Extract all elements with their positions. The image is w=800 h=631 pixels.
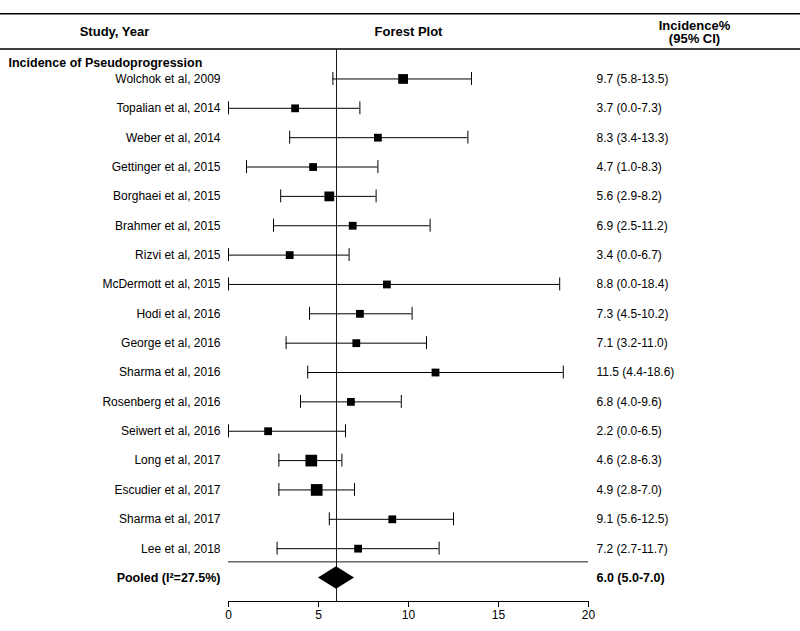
svg-text:Long et al, 2017: Long et al, 2017 <box>134 453 220 467</box>
svg-text:Rosenberg et al, 2016: Rosenberg et al, 2016 <box>102 395 220 409</box>
svg-text:Escudier et al, 2017: Escudier et al, 2017 <box>114 483 220 497</box>
svg-text:9.7 (5.8-13.5): 9.7 (5.8-13.5) <box>597 72 669 86</box>
svg-text:3.7 (0.0-7.3): 3.7 (0.0-7.3) <box>597 101 662 115</box>
svg-text:3.4 (0.0-6.7): 3.4 (0.0-6.7) <box>597 248 662 262</box>
svg-text:Seiwert et al, 2016: Seiwert et al, 2016 <box>121 424 221 438</box>
svg-text:20: 20 <box>582 608 596 622</box>
svg-text:Weber et al, 2014: Weber et al, 2014 <box>126 131 221 145</box>
svg-text:4.6 (2.8-6.3): 4.6 (2.8-6.3) <box>597 453 662 467</box>
svg-text:4.9 (2.8-7.0): 4.9 (2.8-7.0) <box>597 483 662 497</box>
svg-text:Brahmer et al, 2015: Brahmer et al, 2015 <box>115 219 221 233</box>
svg-text:Forest Plot: Forest Plot <box>375 24 444 39</box>
svg-text:8.8 (0.0-18.4): 8.8 (0.0-18.4) <box>597 277 669 291</box>
svg-text:8.3 (3.4-13.3): 8.3 (3.4-13.3) <box>597 131 669 145</box>
svg-text:6.9 (2.5-11.2): 6.9 (2.5-11.2) <box>597 219 668 233</box>
svg-text:Incidence%(95% CI): Incidence%(95% CI) <box>659 18 731 46</box>
svg-text:George et al, 2016: George et al, 2016 <box>121 336 221 350</box>
svg-text:McDermott et al, 2015: McDermott et al, 2015 <box>102 277 220 291</box>
svg-text:6.8 (4.0-9.6): 6.8 (4.0-9.6) <box>597 395 662 409</box>
svg-text:Topalian et al, 2014: Topalian et al, 2014 <box>116 101 220 115</box>
svg-text:5: 5 <box>315 608 322 622</box>
svg-text:Lee et al, 2018: Lee et al, 2018 <box>141 541 221 555</box>
svg-text:Incidence of Pseudoprogression: Incidence of Pseudoprogression <box>9 56 203 70</box>
svg-text:2.2 (0.0-6.5): 2.2 (0.0-6.5) <box>597 424 662 438</box>
svg-text:10: 10 <box>402 608 416 622</box>
svg-text:0: 0 <box>225 608 232 622</box>
svg-text:7.2 (2.7-11.7): 7.2 (2.7-11.7) <box>597 541 668 555</box>
svg-text:7.3 (4.5-10.2): 7.3 (4.5-10.2) <box>597 307 669 321</box>
svg-text:Gettinger et al, 2015: Gettinger et al, 2015 <box>112 160 221 174</box>
svg-text:Wolchok et al, 2009: Wolchok et al, 2009 <box>115 72 221 86</box>
svg-text:9.1 (5.6-12.5): 9.1 (5.6-12.5) <box>597 512 669 526</box>
svg-text:Rizvi et al, 2015: Rizvi et al, 2015 <box>135 248 221 262</box>
svg-text:7.1 (3.2-11.0): 7.1 (3.2-11.0) <box>597 336 668 350</box>
svg-text:4.7 (1.0-8.3): 4.7 (1.0-8.3) <box>597 160 662 174</box>
svg-text:11.5 (4.4-18.6): 11.5 (4.4-18.6) <box>597 365 675 379</box>
svg-text:5.6 (2.9-8.2): 5.6 (2.9-8.2) <box>597 189 662 203</box>
svg-text:Sharma et al, 2016: Sharma et al, 2016 <box>119 365 221 379</box>
svg-text:Study, Year: Study, Year <box>80 24 150 39</box>
svg-text:Sharma et al, 2017: Sharma et al, 2017 <box>119 512 221 526</box>
svg-text:6.0 (5.0-7.0): 6.0 (5.0-7.0) <box>597 571 665 585</box>
svg-text:15: 15 <box>492 608 506 622</box>
svg-text:Pooled (I²=27.5%): Pooled (I²=27.5%) <box>117 571 221 585</box>
svg-text:Hodi et al, 2016: Hodi et al, 2016 <box>136 307 220 321</box>
svg-text:Borghaei et al, 2015: Borghaei et al, 2015 <box>113 189 221 203</box>
